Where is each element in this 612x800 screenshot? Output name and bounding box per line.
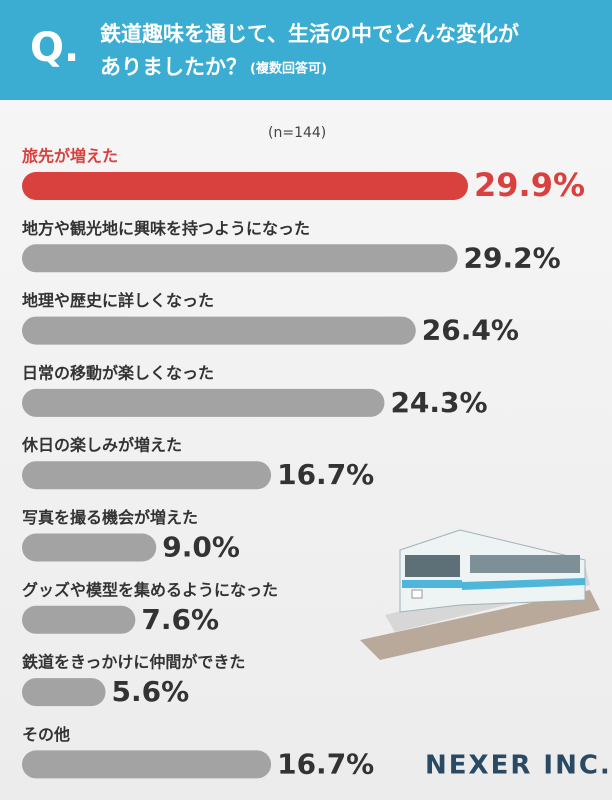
value-label: 29.9% xyxy=(474,166,585,204)
logo: NEXER INC. xyxy=(425,751,612,781)
category-label: 休日の楽しみが増えた xyxy=(21,436,182,455)
bar xyxy=(22,244,458,273)
category-label: 旅先が増えた xyxy=(22,147,118,166)
bar xyxy=(22,750,272,779)
category-label: 地理や歴史に詳しくなった xyxy=(22,291,214,310)
bar xyxy=(22,678,106,707)
q-mark: Q. xyxy=(30,25,79,71)
value-label: 29.2% xyxy=(464,241,561,274)
value-label: 7.6% xyxy=(141,603,219,636)
value-label: 24.3% xyxy=(390,386,487,419)
category-label: 地方や観光地に興味を持つようになった xyxy=(22,219,310,238)
bar xyxy=(22,316,416,345)
value-label: 16.7% xyxy=(277,458,374,491)
sample-size: (n=144) xyxy=(268,125,326,141)
bar xyxy=(22,172,468,200)
value-label: 16.7% xyxy=(277,747,374,780)
category-label: 鉄道をきっかけに仲間ができた xyxy=(22,653,245,672)
header-band xyxy=(0,0,612,100)
category-label: グッズや模型を集めるようになった xyxy=(22,580,278,599)
bar xyxy=(22,461,272,490)
bar xyxy=(22,533,157,562)
question: 鉄道趣味を通じて、生活の中でどんな変化が xyxy=(100,22,519,46)
bar xyxy=(22,388,385,417)
category-label: 写真を撮る機会が増えた xyxy=(22,508,198,527)
note: (複数回答可) xyxy=(250,61,327,77)
question: ありましたか？ xyxy=(100,55,247,79)
value-label: 5.6% xyxy=(112,675,190,708)
category-label: 日常の移動が楽しくなった xyxy=(22,363,214,382)
train-illustration xyxy=(360,529,600,660)
category-label: その他 xyxy=(22,725,70,744)
value-label: 26.4% xyxy=(422,314,519,347)
value-label: 9.0% xyxy=(162,531,240,564)
bar xyxy=(22,605,136,634)
